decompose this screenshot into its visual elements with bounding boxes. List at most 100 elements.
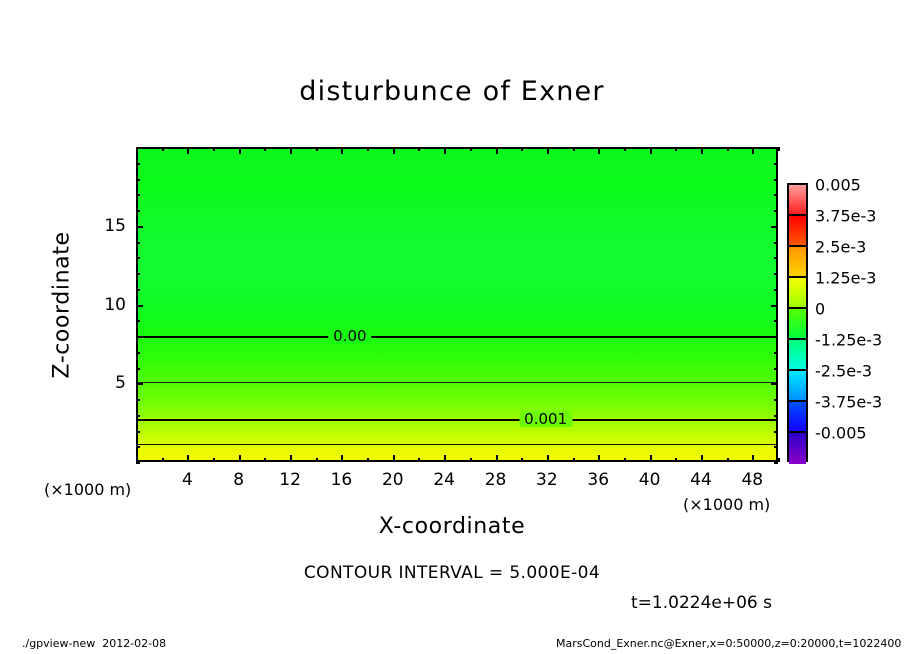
x-tick-label: 20 (381, 470, 404, 490)
x-tick-mark (546, 455, 549, 462)
x-tick-mark-top (290, 147, 293, 154)
footer-dataset-text: MarsCond_Exner.nc@Exner,x=0:50000,z=0:20… (556, 637, 902, 650)
x-tick-mark-top (598, 147, 601, 154)
x-tick-mark (495, 455, 498, 462)
colorbar-segment (789, 340, 806, 371)
colorbar-tick-label: -2.5e-3 (815, 361, 873, 381)
x-tick-mark-top (778, 147, 780, 151)
y-tick-mark (136, 257, 140, 260)
y-tick-mark-right (774, 336, 778, 338)
y-tick-mark (136, 210, 140, 212)
time-stamp-text: t=1.0224e+06 s (631, 593, 772, 613)
x-tick-mark-top (495, 147, 498, 154)
colorbar-tick-label: 3.75e-3 (815, 206, 877, 226)
y-tick-mark (136, 351, 140, 354)
x-tick-mark (264, 458, 267, 462)
y-tick-mark (136, 367, 140, 370)
x-tick-label: 36 (587, 470, 610, 490)
x-tick-label: 28 (484, 470, 507, 490)
y-tick-mark-right (774, 320, 778, 323)
colorbar-gradient (787, 183, 808, 464)
x-tick-mark (726, 458, 729, 462)
x-axis-unit-right: (×1000 m) (683, 495, 771, 514)
colorbar-segment (789, 309, 806, 340)
y-tick-mark-right (774, 446, 778, 449)
colorbar-segment (789, 247, 806, 278)
y-tick-mark-right (774, 147, 778, 149)
x-tick-mark-top (315, 147, 318, 151)
x-tick-mark (315, 458, 318, 462)
y-tick-mark (136, 304, 143, 307)
x-tick-mark-top (649, 147, 652, 154)
x-axis-unit-left: (×1000 m) (44, 480, 132, 499)
y-tick-mark-right (774, 351, 778, 354)
x-tick-label: 4 (181, 470, 193, 490)
x-tick-mark-top (469, 147, 472, 151)
x-tick-mark-top (264, 147, 267, 151)
contour-field-image (138, 149, 776, 460)
y-tick-mark (136, 462, 140, 464)
y-tick-mark (136, 178, 140, 181)
y-tick-mark (136, 273, 140, 275)
colorbar-segment (789, 402, 806, 433)
page-title: disturbunce of Exner (299, 76, 605, 107)
x-tick-mark (700, 455, 703, 462)
y-tick-mark-right (774, 178, 778, 181)
y-tick-mark-right (774, 162, 778, 165)
colorbar-tick-label: 0 (815, 299, 826, 319)
y-tick-mark-right (771, 304, 778, 307)
y-tick-mark (136, 147, 140, 149)
x-tick-label: 24 (433, 470, 455, 490)
x-tick-mark (290, 455, 293, 462)
x-tick-mark (392, 455, 395, 462)
y-tick-mark-right (774, 367, 778, 370)
colorbar-segment (789, 185, 806, 216)
colorbar-segment (789, 278, 806, 309)
footer-command-text: ./gpview-new 2012-02-08 (22, 637, 167, 650)
y-tick-mark-right (774, 241, 778, 244)
x-tick-mark (521, 458, 524, 462)
x-tick-mark (238, 455, 241, 462)
plot-area: 0.00 0.001 (136, 147, 778, 462)
y-tick-mark (136, 162, 140, 165)
y-tick-mark (136, 446, 140, 449)
contour-label: 0.001 (519, 410, 573, 427)
x-tick-mark-top (546, 147, 549, 154)
x-tick-mark-top (341, 147, 344, 154)
y-tick-mark (136, 225, 143, 228)
x-tick-label: 40 (638, 470, 661, 490)
colorbar-tick-label: -3.75e-3 (815, 392, 883, 412)
x-tick-mark-top (623, 147, 626, 151)
y-tick-mark (136, 399, 140, 401)
x-tick-mark (778, 458, 780, 462)
y-tick-label: 15 (104, 215, 126, 236)
y-tick-mark (136, 336, 140, 338)
x-tick-mark (161, 458, 164, 462)
colorbar-tick-label: 2.5e-3 (815, 237, 867, 257)
y-tick-mark-right (774, 194, 778, 197)
x-tick-mark (367, 458, 370, 462)
x-tick-mark-top (187, 147, 190, 154)
x-tick-mark (598, 455, 601, 462)
contour-line (138, 418, 776, 421)
x-tick-mark (572, 458, 575, 462)
y-tick-label: 5 (115, 373, 126, 394)
x-tick-mark-top (752, 147, 755, 154)
contour-label: 0.00 (328, 327, 372, 344)
x-tick-label: 8 (233, 470, 245, 490)
x-tick-mark-top (726, 147, 729, 151)
x-tick-mark-top (700, 147, 703, 154)
y-tick-mark-right (771, 383, 778, 386)
contour-interval-text: CONTOUR INTERVAL = 5.000E-04 (303, 563, 601, 583)
y-tick-mark-right (774, 273, 778, 275)
x-tick-mark-top (418, 147, 421, 151)
colorbar-tick-label: 1.25e-3 (815, 268, 877, 288)
x-tick-mark (469, 458, 472, 462)
y-tick-mark-right (774, 399, 778, 401)
x-tick-mark (187, 455, 190, 462)
y-tick-mark-right (771, 225, 778, 228)
x-tick-mark-top (675, 147, 678, 151)
x-tick-mark (136, 458, 138, 462)
colorbar-segment (789, 371, 806, 402)
y-axis-title: Z-coordinate (49, 231, 75, 379)
